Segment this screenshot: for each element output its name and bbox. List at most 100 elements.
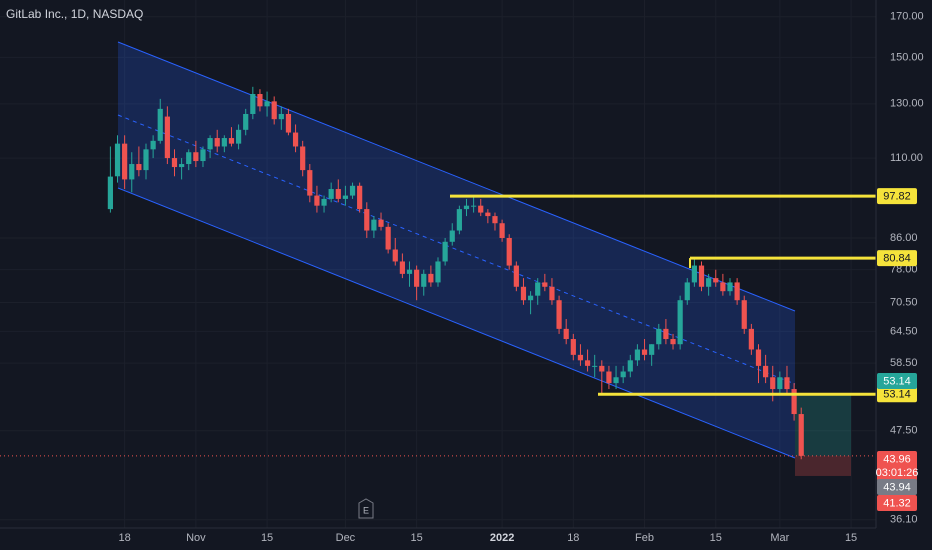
x-tick-label: Feb [635,532,654,544]
candle-body [584,360,591,366]
candle-body [150,140,156,150]
price-tag-label: 43.96 [883,453,911,465]
y-tick-label: 70.50 [890,296,918,308]
candle-body [285,113,292,133]
price-tag-label: 53.14 [883,375,911,387]
candle-body [763,365,769,378]
candle-body [107,176,113,210]
candle-body [122,143,128,180]
candle-body [706,278,712,287]
y-tick-label: 110.00 [890,152,923,164]
candle-body [164,116,170,159]
candle-body [399,261,405,274]
x-tick-label: 18 [567,532,579,544]
candle-body [599,365,605,372]
candle-body [207,138,213,150]
x-tick-label: Dec [336,532,356,544]
candle-body [798,414,804,456]
position-tool [795,394,851,476]
candle-body [186,152,192,165]
candle-body [463,205,470,210]
candle-body [563,328,569,340]
price-tag-label: 41.32 [883,497,911,509]
x-tick-label: 15 [845,532,857,544]
candle-body [456,209,462,231]
candle-body [670,339,676,345]
candle-body [506,237,512,266]
candle-body [221,138,227,147]
candle-body [698,265,705,287]
price-tag [877,495,917,511]
candle-body [136,164,142,171]
candle-body [264,101,270,107]
candle-body [720,282,726,292]
candle-body [570,339,576,355]
channel-mid [117,114,796,385]
y-tick-label: 47.50 [890,425,918,437]
candle-body [392,249,398,262]
level-tag-label: 80.84 [883,252,911,264]
price-tag [877,479,917,495]
candle-body [777,377,783,390]
candle-body [649,344,655,355]
candle-body [378,219,384,227]
candle-body [292,132,299,147]
candle-body [114,143,121,177]
candle-body [627,360,633,372]
earnings-label: E [363,505,369,515]
candle-body [770,377,776,390]
candle-body [307,170,313,196]
price-tag [877,373,917,389]
price-tag [877,451,917,481]
candle-body [193,152,199,162]
candle-body [385,226,391,250]
candle-body [364,209,370,231]
earnings-icon: E [358,498,374,519]
candle-body [620,371,626,378]
y-tick-label: 86.00 [890,232,918,244]
level-tag-label: 53.14 [883,389,911,401]
candle-body [663,328,669,340]
candle-body [791,389,797,415]
candle-body [371,219,377,231]
y-tick-label: 36.10 [890,514,918,526]
candle-body [499,223,505,238]
candle-body [321,198,327,206]
channel-top [117,41,796,312]
axes: 170.00 150.00 130.00 110.00 86.00 78.00 70.50 6… [119,11,924,544]
channel-fill [118,42,795,458]
candle-body [442,241,448,262]
y-tick-label: 58.50 [890,357,918,369]
candle-body [656,328,662,345]
candle-body [535,282,541,296]
candle-body [513,265,519,287]
candle-body [421,273,427,287]
candle-body [300,146,306,171]
candle-body [592,365,598,367]
candle-body [471,205,477,207]
candle-body [577,354,584,361]
candle-body [435,261,441,283]
candle-body [492,216,498,224]
candle-body [641,349,648,355]
candle-body [556,300,562,329]
candle-body [257,94,263,107]
candle-body [606,371,612,384]
candle-body [278,113,284,120]
candle-body [414,269,420,287]
position-profit [795,394,851,456]
position-loss [795,455,851,476]
candle-body [542,282,548,287]
candle-body [478,205,484,213]
x-tick-label: 15 [261,532,273,544]
candle-body [271,101,277,120]
candle-body [428,273,434,283]
candle-body [171,158,178,168]
candle-body [406,269,413,274]
candle-body [755,349,762,366]
candle-body [143,149,149,171]
candle-body [634,349,641,361]
